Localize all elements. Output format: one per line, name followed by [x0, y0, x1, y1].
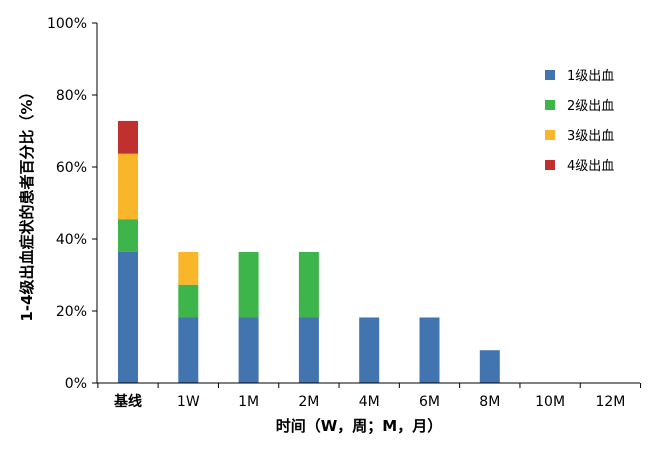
- y-tick-label: 60%: [56, 160, 87, 176]
- bar-segment: [178, 317, 199, 383]
- bar-segment: [419, 317, 440, 383]
- bar-segment: [118, 120, 138, 154]
- legend-swatch: [545, 130, 555, 140]
- x-tick-label: 8M: [479, 394, 500, 410]
- bar-segment: [118, 219, 138, 252]
- x-tick-label: 1M: [238, 394, 259, 410]
- bar-segment: [238, 251, 259, 318]
- x-tick-label: 6M: [419, 394, 440, 410]
- bar-segment: [178, 251, 199, 285]
- legend-label: 4级出血: [567, 159, 614, 174]
- x-tick-label: 2M: [298, 394, 319, 410]
- bar-segment: [298, 251, 319, 318]
- bar-segment: [298, 317, 319, 383]
- y-tick-label: 100%: [47, 16, 87, 32]
- y-tick-label: 20%: [56, 304, 87, 320]
- legend: 1级出血 2级出血 3级出血 4级出血: [545, 69, 614, 174]
- legend-swatch: [545, 160, 555, 170]
- legend-swatch: [545, 70, 555, 80]
- legend-swatch: [545, 100, 555, 110]
- bar-segment: [178, 284, 199, 318]
- x-tick-label: 1W: [177, 394, 200, 410]
- bar-segment: [118, 251, 138, 383]
- y-tick-label: 40%: [56, 232, 87, 248]
- x-tick-label: 12M: [595, 394, 625, 410]
- y-ticks: 0% 20% 40% 60% 80% 100%: [47, 16, 97, 392]
- y-axis-title: 1-4级出血症状的患者百分比（%）: [18, 84, 36, 321]
- y-tick-label: 0%: [65, 376, 87, 392]
- bar-segment: [359, 317, 380, 383]
- y-tick-label: 80%: [56, 88, 87, 104]
- x-tick-label: 基线: [114, 393, 142, 410]
- bars-layer: [118, 120, 500, 383]
- bar-segment: [118, 153, 138, 220]
- x-tick-label: 10M: [535, 394, 565, 410]
- axes-layer: [96, 23, 640, 384]
- legend-label: 1级出血: [567, 69, 614, 84]
- bar-segment: [238, 317, 259, 383]
- legend-label: 2级出血: [567, 99, 614, 114]
- bar-segment: [479, 350, 500, 383]
- x-tick-label: 4M: [359, 394, 380, 410]
- legend-label: 3级出血: [567, 129, 614, 144]
- x-axis-title: 时间（W，周；M，月）: [276, 417, 442, 435]
- x-ticks: 基线 1W 1M 2M 4M 6M 8M 10M 12M: [97, 383, 642, 410]
